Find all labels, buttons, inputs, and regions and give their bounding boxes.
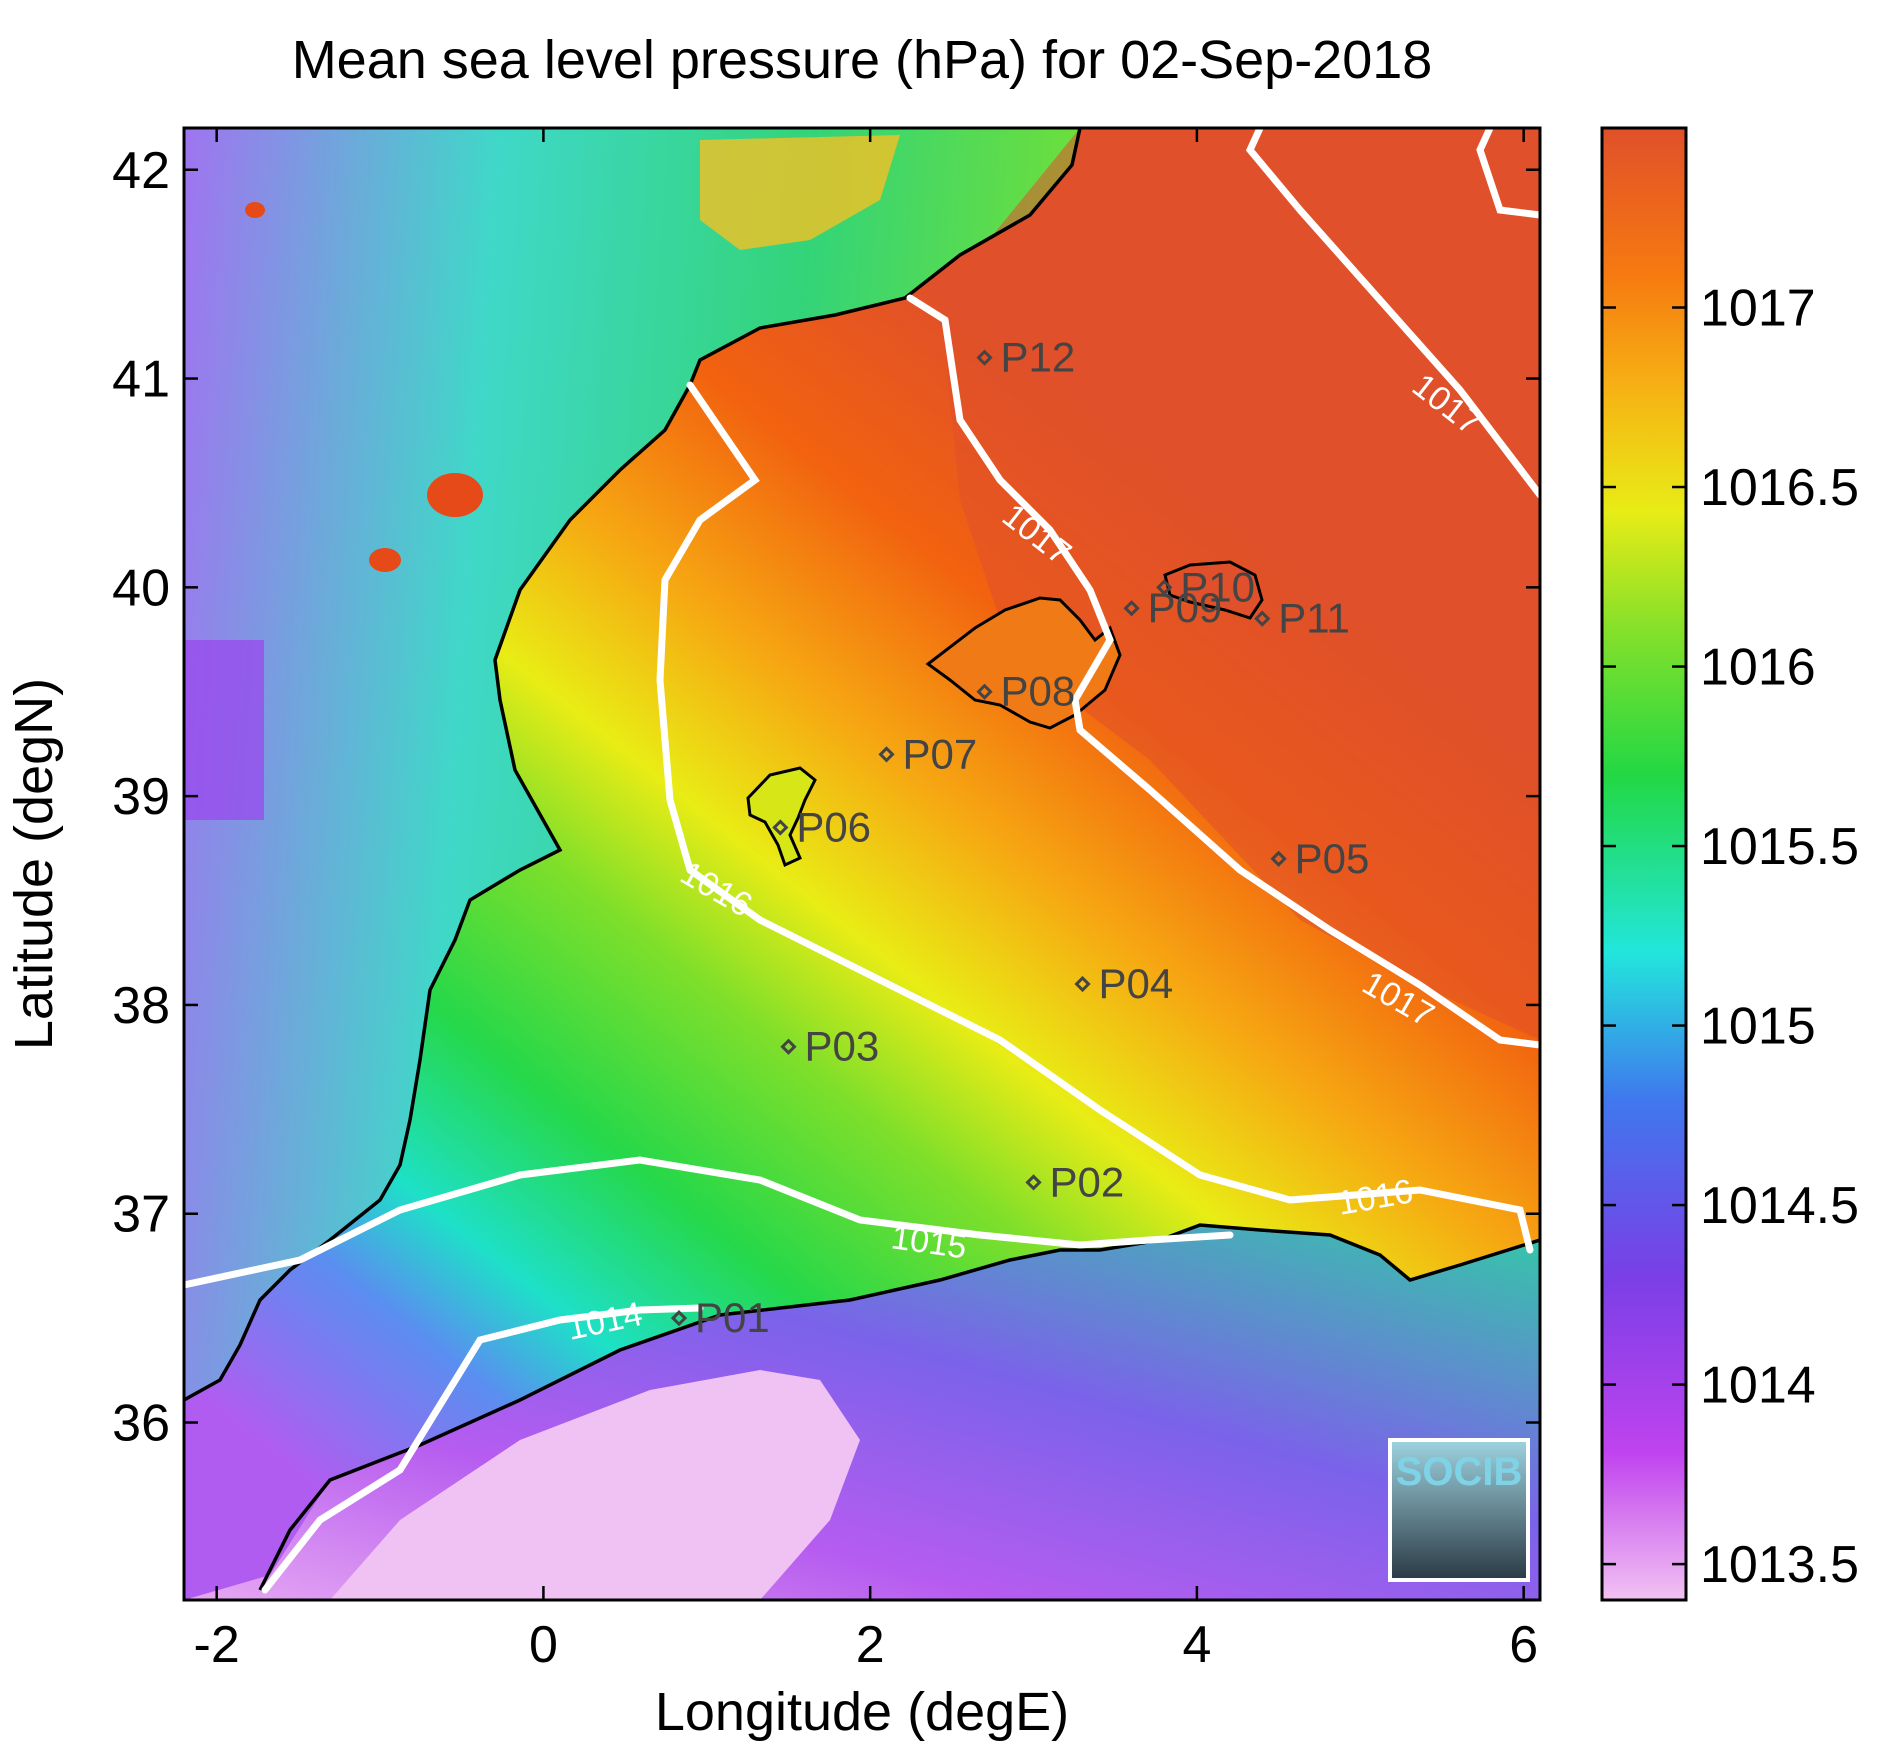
station-label: P08 bbox=[1001, 668, 1076, 715]
station-marker bbox=[1025, 1174, 1042, 1191]
ibiza bbox=[746, 766, 817, 868]
coastline-africa bbox=[258, 1223, 1540, 1591]
station-label: P09 bbox=[1148, 584, 1223, 631]
station-marker bbox=[772, 819, 789, 836]
y-tick-label: 36 bbox=[112, 1395, 170, 1453]
station-marker bbox=[1254, 610, 1271, 627]
station-label: P07 bbox=[903, 730, 978, 777]
socib-logo: SOCIB bbox=[1388, 1438, 1530, 1582]
x-tick-label: 6 bbox=[1509, 1616, 1538, 1674]
mallorca bbox=[925, 596, 1122, 730]
colorbar-ticks: 1013.5 1014 1014.5 1015 1015.5 1016 1016.5 1017 bbox=[1602, 280, 1859, 1594]
isobar-1014 bbox=[261, 1304, 704, 1594]
logo-text: SOCIB bbox=[1396, 1450, 1523, 1494]
station-marker bbox=[780, 1038, 797, 1055]
colorbar-tick-label: 1017 bbox=[1700, 280, 1816, 338]
colorbar-tick-label: 1014.5 bbox=[1700, 1177, 1859, 1235]
menorca bbox=[1163, 560, 1264, 620]
isobar-1017-outer bbox=[1245, 128, 1540, 499]
x-axis: -2 0 2 4 6 bbox=[194, 128, 1538, 1674]
station-marker bbox=[1074, 975, 1091, 993]
station-marker bbox=[878, 746, 895, 763]
land-spot bbox=[427, 473, 483, 517]
iberia-land bbox=[184, 128, 1080, 1400]
colorbar-tick-label: 1015.5 bbox=[1700, 818, 1859, 876]
x-tick-label: -2 bbox=[194, 1616, 240, 1674]
land-spot bbox=[245, 202, 265, 218]
station-label: P11 bbox=[1278, 595, 1350, 642]
land-spot bbox=[184, 640, 264, 820]
chart-title: Mean sea level pressure (hPa) for 02-Sep… bbox=[292, 30, 1433, 90]
station-marker bbox=[976, 683, 993, 700]
land-highs bbox=[700, 135, 900, 250]
colorbar-tick-label: 1016.5 bbox=[1700, 459, 1859, 517]
station-marker bbox=[1123, 600, 1140, 617]
y-axis: 36 37 38 39 40 41 42 bbox=[112, 142, 1540, 1453]
colorbar-tick-label: 1015 bbox=[1700, 998, 1816, 1056]
y-tick-label: 40 bbox=[112, 559, 170, 617]
x-axis-label: Longitude (degE) bbox=[655, 1682, 1069, 1742]
isobars bbox=[184, 128, 1540, 1594]
station-label: P01 bbox=[695, 1294, 770, 1341]
coastline-iberia bbox=[184, 128, 1082, 1402]
isobar-1016-corner bbox=[1476, 128, 1540, 219]
x-tick-label: 4 bbox=[1182, 1616, 1211, 1674]
africa-lowlands bbox=[330, 1370, 860, 1600]
isobar-1017-inner bbox=[906, 294, 1540, 1049]
station-label: P05 bbox=[1295, 835, 1370, 882]
isobar-1016 bbox=[656, 381, 1534, 1254]
station-label: P04 bbox=[1099, 960, 1174, 1007]
y-tick-label: 37 bbox=[112, 1186, 170, 1244]
x-tick-label: 0 bbox=[529, 1616, 558, 1674]
colorbar-tick-label: 1016 bbox=[1700, 639, 1816, 697]
y-tick-label: 38 bbox=[112, 977, 170, 1035]
isobar-1015 bbox=[184, 1156, 1234, 1289]
colorbar-tick-label: 1013.5 bbox=[1700, 1536, 1859, 1594]
y-tick-label: 39 bbox=[112, 768, 170, 826]
y-axis-label: Latitude (degN) bbox=[4, 678, 64, 1050]
station-label: P10 bbox=[1180, 563, 1255, 610]
x-tick-label: 2 bbox=[856, 1616, 885, 1674]
station-label: P06 bbox=[796, 803, 871, 850]
station-label: P02 bbox=[1050, 1158, 1125, 1205]
map-panel: 1014 1015 1016 1016 1017 1017 1017 P01P0… bbox=[184, 128, 1540, 1600]
y-tick-label: 41 bbox=[112, 351, 170, 409]
land-spot bbox=[369, 548, 401, 572]
y-tick-label: 42 bbox=[112, 142, 170, 200]
station-marker bbox=[976, 349, 993, 366]
station-label: P03 bbox=[804, 1023, 879, 1070]
station-marker bbox=[1156, 579, 1173, 596]
station-marker bbox=[670, 1310, 688, 1327]
colorbar-tick-label: 1014 bbox=[1700, 1357, 1816, 1415]
station-marker bbox=[1270, 850, 1287, 867]
map-frame bbox=[182, 126, 1542, 1602]
colorbar bbox=[1600, 126, 1688, 1602]
station-label: P12 bbox=[1001, 334, 1076, 381]
